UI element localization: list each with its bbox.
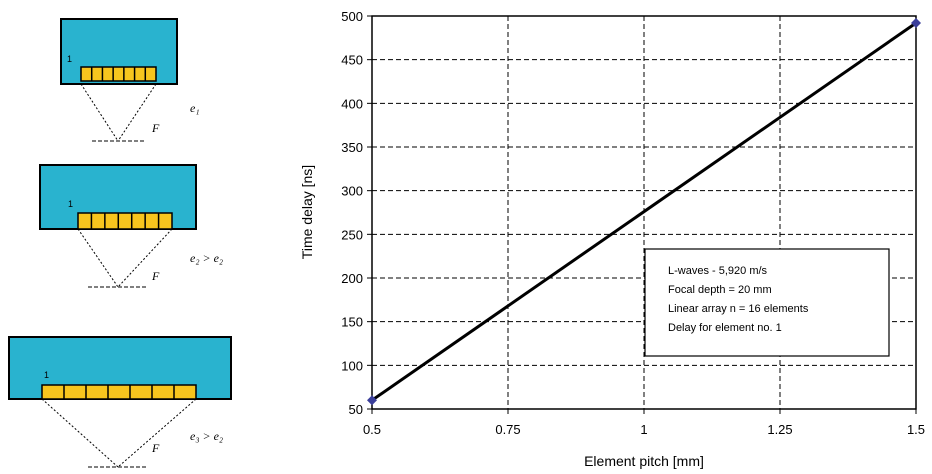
legend-line-3: Linear array n = 16 elements [668, 303, 809, 315]
y-axis-ticks: 50 100 150 200 250 300 350 400 450 500 [341, 9, 372, 417]
y-tick-label: 350 [341, 140, 363, 155]
legend-line-2: Focal depth = 20 mm [668, 284, 772, 296]
x-tick-label: 0.5 [363, 422, 381, 437]
series-layer [367, 17, 921, 406]
focus-label: F [151, 121, 160, 135]
y-tick-label: 450 [341, 53, 363, 68]
y-tick-label: 300 [341, 184, 363, 199]
legend-line-4: Delay for element no. 1 [668, 322, 782, 334]
x-tick-label: 1.25 [767, 422, 792, 437]
x-axis-title: Element pitch [mm] [584, 453, 704, 469]
legend-frame [644, 248, 890, 357]
x-tick-label: 0.75 [495, 422, 520, 437]
focus-ray-left [77, 228, 119, 288]
element-strip [41, 384, 197, 400]
pitch-caption: e₁ [190, 101, 200, 115]
y-axis-title: Time delay [ns] [299, 165, 315, 259]
legend-line-1: L-waves - 5,920 m/s [668, 265, 768, 277]
y-tick-label: 250 [341, 227, 363, 242]
y-tick-label: 50 [349, 402, 363, 417]
focus-ray-left [80, 83, 119, 142]
focus-ray-right [117, 83, 157, 142]
focus-label: F [151, 441, 160, 455]
probe-diagram-2: 1 F e₂ > e₂ [39, 164, 223, 288]
data-point [367, 395, 377, 406]
element-strip [80, 66, 157, 82]
pitch-caption: e₃ > e₂ [190, 429, 223, 443]
chart: 50 100 150 200 250 300 350 400 450 500 0.5 0.75 1 1.… [299, 9, 925, 469]
element-number-label: 1 [44, 370, 49, 380]
probe-diagram-1: 1 F e₁ [60, 18, 200, 142]
element-strip [77, 212, 173, 230]
element-number-label: 1 [67, 54, 72, 64]
focus-label: F [151, 269, 160, 283]
focus-ray-right [117, 398, 197, 468]
probe-diagrams: 1 F e₁ 1 F e₂ > e₂ 1 F e₃ > e₂ [8, 18, 232, 468]
element-array [77, 212, 173, 230]
element-number-label: 1 [68, 199, 73, 209]
y-tick-label: 100 [341, 358, 363, 373]
element-array [41, 384, 197, 400]
x-axis-ticks: 0.5 0.75 1 1.25 1.5 [363, 409, 925, 437]
focus-ray-left [41, 398, 119, 468]
x-tick-label: 1.5 [907, 422, 925, 437]
y-tick-label: 400 [341, 96, 363, 111]
element-array [80, 66, 157, 82]
series-line [371, 21, 917, 402]
y-tick-label: 150 [341, 315, 363, 330]
focus-ray-right [117, 228, 173, 288]
x-tick-label: 1 [640, 422, 647, 437]
y-tick-label: 200 [341, 271, 363, 286]
y-tick-label: 500 [341, 9, 363, 24]
probe-diagram-3: 1 F e₃ > e₂ [8, 336, 232, 468]
data-point [911, 17, 921, 28]
pitch-caption: e₂ > e₂ [190, 251, 223, 265]
legend-box: L-waves - 5,920 m/s Focal depth = 20 mm … [644, 248, 890, 357]
